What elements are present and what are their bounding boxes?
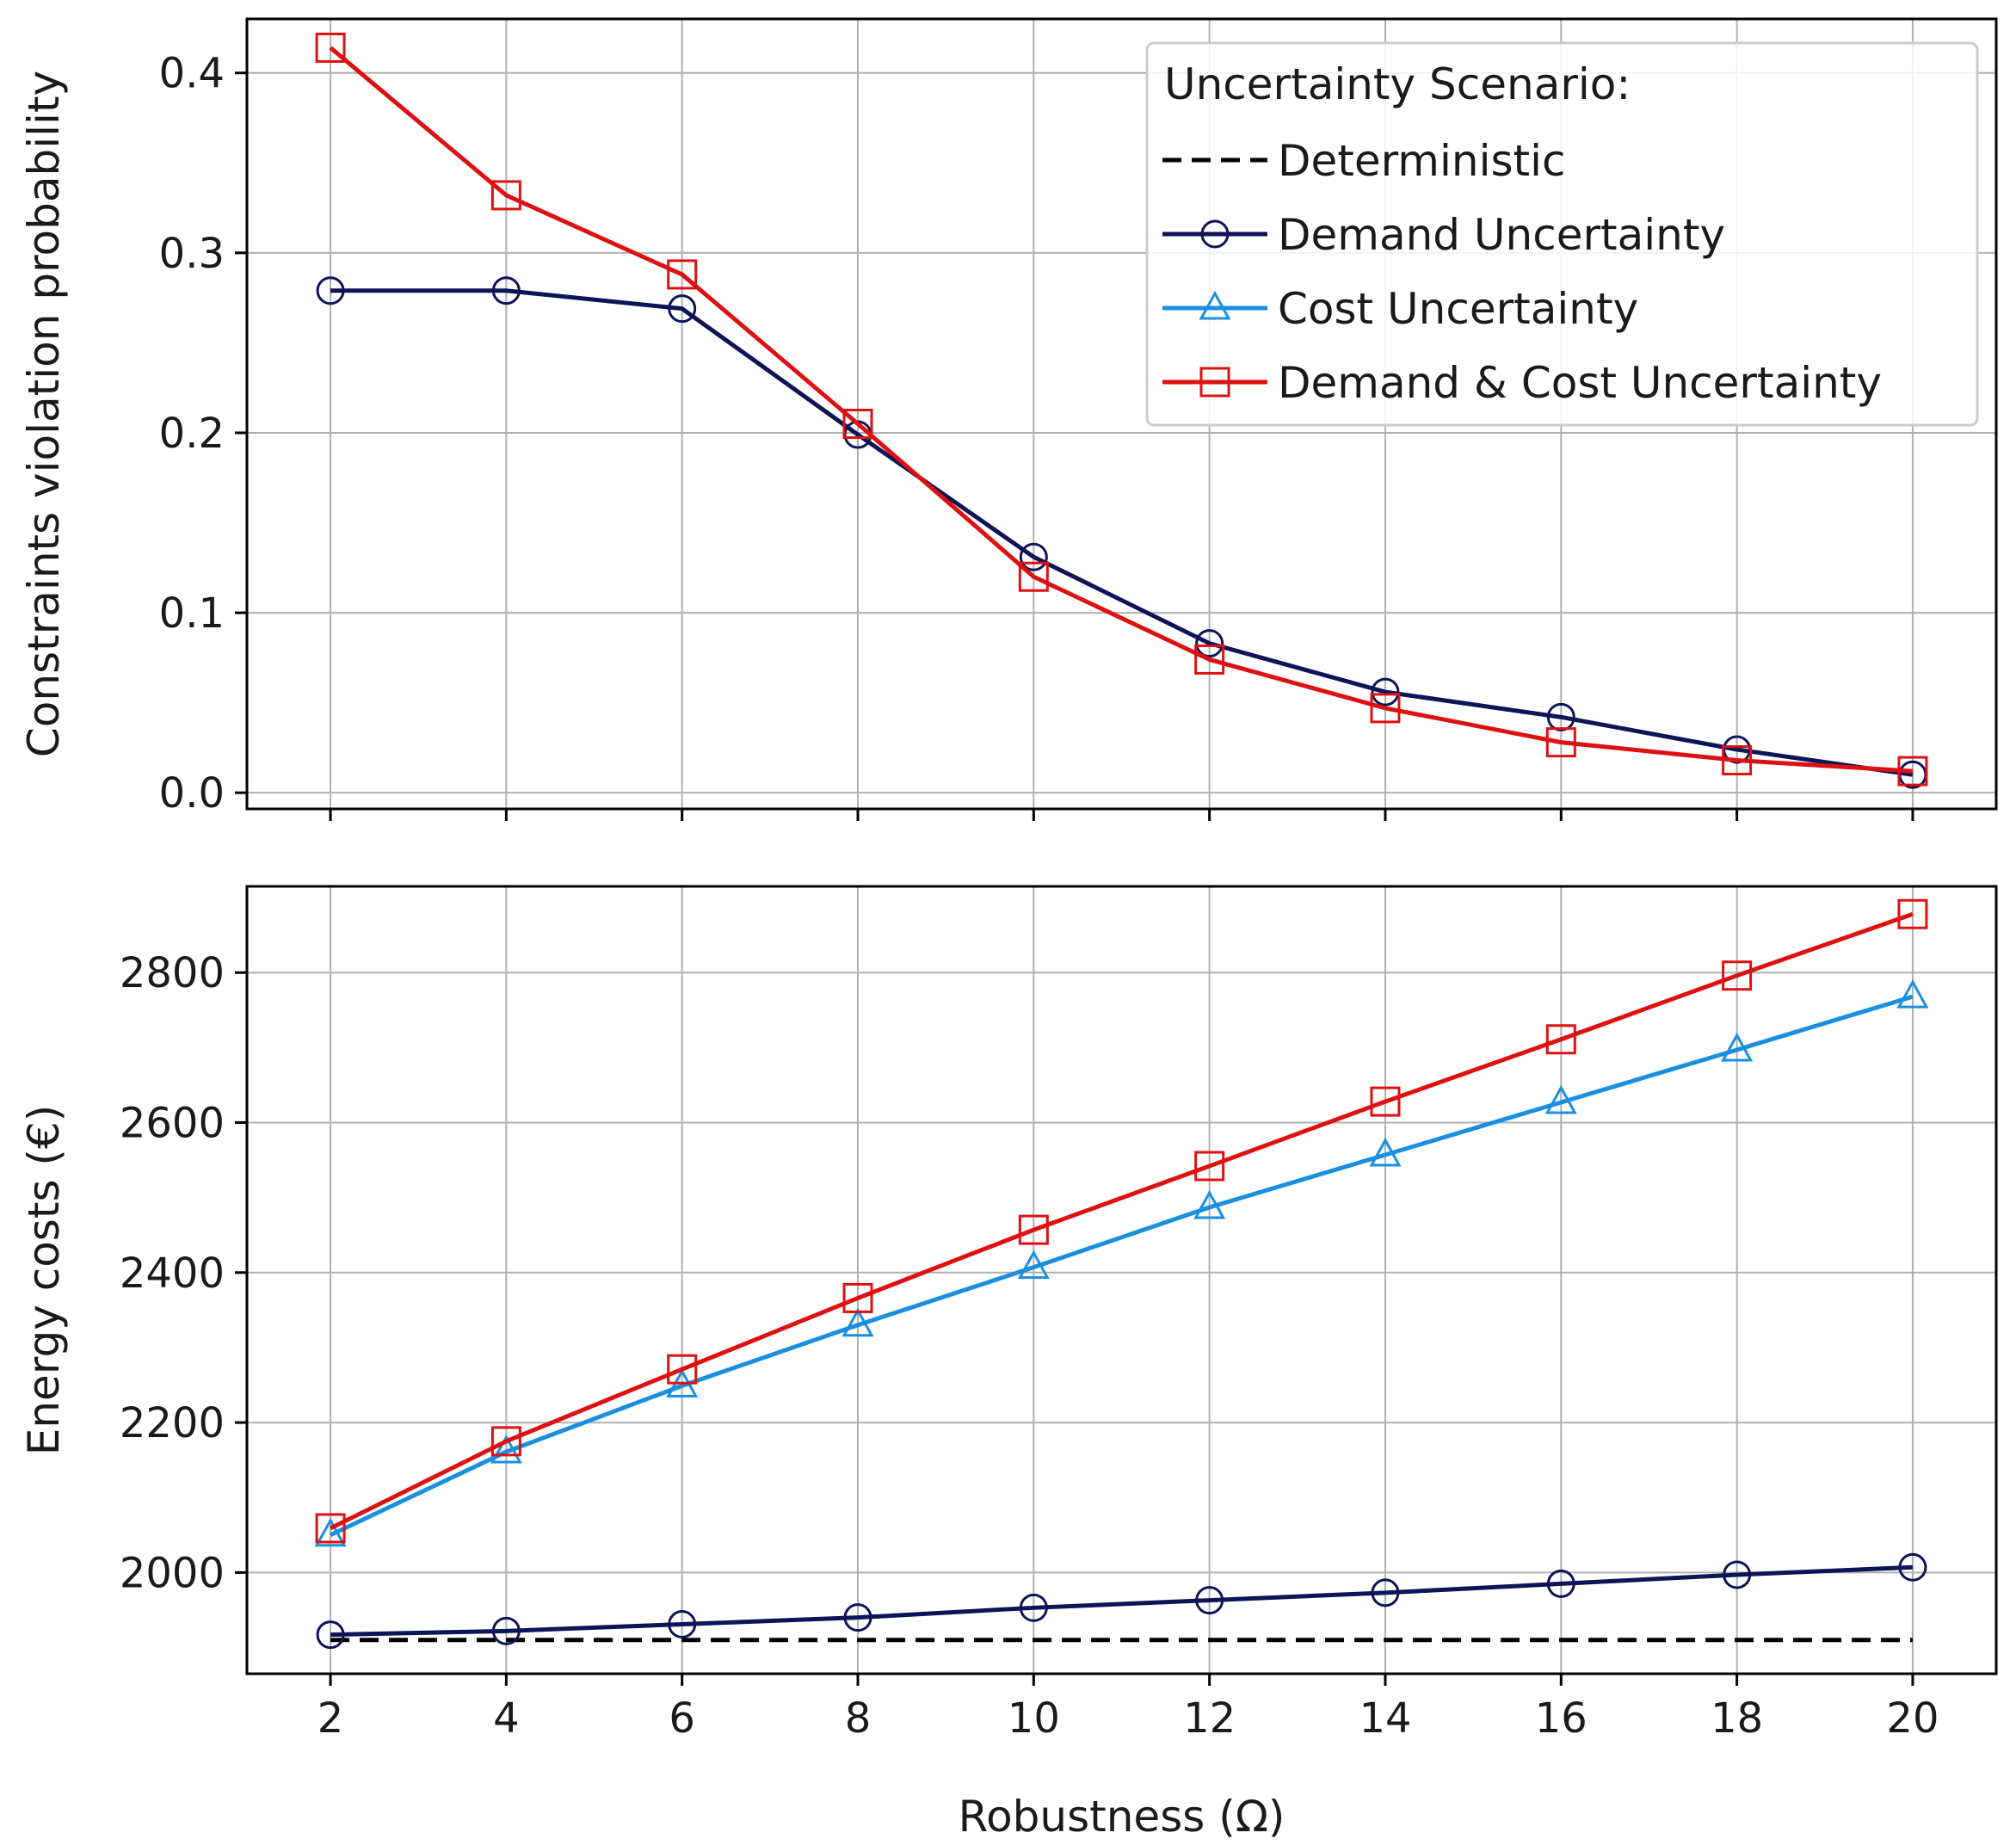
data-point [1370, 1086, 1401, 1117]
data-point [1896, 978, 1929, 1009]
legend-item: Deterministic [1162, 136, 1566, 186]
data-point [667, 259, 698, 290]
data-point [1018, 1214, 1049, 1245]
legend-swatch-marker [1199, 367, 1230, 398]
series-demand-cost-uncertainty [315, 32, 1928, 787]
y-tick-label: 0.1 [159, 589, 225, 638]
y-tick-label: 2600 [120, 1100, 225, 1148]
legend-label: Demand & Cost Uncertainty [1278, 358, 1882, 408]
x-tick-label: 14 [1359, 1694, 1411, 1743]
plot-frame [245, 885, 1998, 1675]
series-demand-uncertainty [316, 1552, 1927, 1650]
data-point [842, 409, 873, 440]
data-point [315, 1513, 346, 1544]
data-point [1897, 756, 1928, 787]
data-point [842, 1282, 873, 1313]
data-point [1721, 1032, 1754, 1062]
y-tick-label: 0.3 [159, 230, 225, 278]
series-line [329, 994, 1914, 1538]
data-point [1194, 644, 1225, 675]
legend-title: Uncertainty Scenario: [1164, 59, 1631, 109]
data-point [1019, 542, 1048, 571]
legend-item: Cost Uncertainty [1162, 284, 1638, 334]
data-point [490, 1426, 521, 1457]
data-point [1194, 1151, 1225, 1182]
series-line [329, 46, 1914, 774]
x-axis-label: Robustness (Ω) [959, 1792, 1285, 1842]
data-point [1019, 1593, 1048, 1622]
y-axis-label: Constraints violation probability [19, 71, 69, 757]
series-demand-cost-uncertainty [315, 898, 1928, 1544]
x-tick-label: 12 [1183, 1694, 1236, 1743]
x-tick-label: 6 [669, 1694, 695, 1743]
x-tick-label: 20 [1886, 1694, 1939, 1743]
data-point [1017, 1250, 1050, 1280]
series-line [329, 911, 1914, 1531]
data-point [1370, 693, 1401, 724]
grid [247, 886, 1996, 1674]
x-tick-label: 16 [1535, 1694, 1588, 1743]
data-point [491, 1616, 521, 1645]
data-point [316, 1620, 345, 1650]
data-point [1723, 1560, 1752, 1589]
data-point [491, 276, 521, 305]
legend-label: Demand Uncertainty [1278, 210, 1725, 260]
data-point [1195, 1586, 1224, 1615]
data-point [668, 1609, 697, 1638]
x-tick-label: 10 [1008, 1694, 1060, 1743]
x-tick-label: 2 [318, 1694, 344, 1743]
data-point [1546, 1569, 1575, 1598]
data-point [316, 276, 345, 305]
x-tick-label: 18 [1711, 1694, 1763, 1743]
x-tick-label: 8 [845, 1694, 872, 1743]
data-point [1544, 1084, 1577, 1114]
data-point [314, 1517, 347, 1547]
y-tick-label: 0.0 [159, 769, 225, 818]
legend: Uncertainty Scenario: Deterministic Demand… [1145, 41, 1979, 427]
data-point [490, 1434, 522, 1464]
legend-swatch-marker [1199, 290, 1231, 320]
y-tick-label: 2800 [120, 949, 225, 997]
data-point [668, 294, 697, 324]
data-point [1545, 727, 1576, 758]
y-tick-label: 2200 [120, 1399, 225, 1447]
chart-energy-costs: 2 4 6 8 10 12 14 16 18 20 2000 2200 2400 2600 2800 Ener… [19, 885, 1998, 1842]
series-cost-uncertainty [314, 978, 1929, 1547]
data-point [1722, 745, 1753, 776]
data-point [1897, 898, 1928, 929]
series-line [330, 288, 1914, 777]
y-tick-label: 2000 [120, 1549, 225, 1597]
data-point [1369, 1137, 1402, 1167]
data-point [1898, 1552, 1927, 1582]
legend-swatch-marker [1200, 219, 1230, 249]
data-point [843, 1603, 872, 1632]
y-tick-label: 2400 [120, 1250, 225, 1298]
x-tick-label: 4 [493, 1694, 520, 1743]
data-point [842, 1307, 874, 1337]
data-point [1371, 677, 1400, 707]
data-point [1195, 629, 1224, 658]
data-point [315, 32, 346, 63]
plot-frame [245, 17, 1998, 811]
legend-item: Demand Uncertainty [1162, 210, 1725, 260]
legend-label: Cost Uncertainty [1278, 284, 1638, 334]
data-point [1193, 1189, 1226, 1219]
data-point [1545, 1024, 1576, 1055]
data-point [1722, 960, 1753, 991]
y-axis-label: Energy costs (€) [19, 1105, 69, 1455]
data-point [490, 180, 521, 211]
data-point [1371, 1578, 1400, 1607]
data-point [1018, 561, 1049, 592]
y-tick-label: 0.2 [159, 410, 225, 458]
legend-item: Demand & Cost Uncertainty [1162, 358, 1882, 408]
legend-box [1145, 41, 1979, 427]
data-point [1546, 702, 1575, 731]
series-line [330, 1564, 1914, 1638]
data-point [667, 1354, 698, 1385]
y-tick-label: 0.4 [159, 50, 225, 98]
legend-label: Deterministic [1278, 136, 1566, 186]
